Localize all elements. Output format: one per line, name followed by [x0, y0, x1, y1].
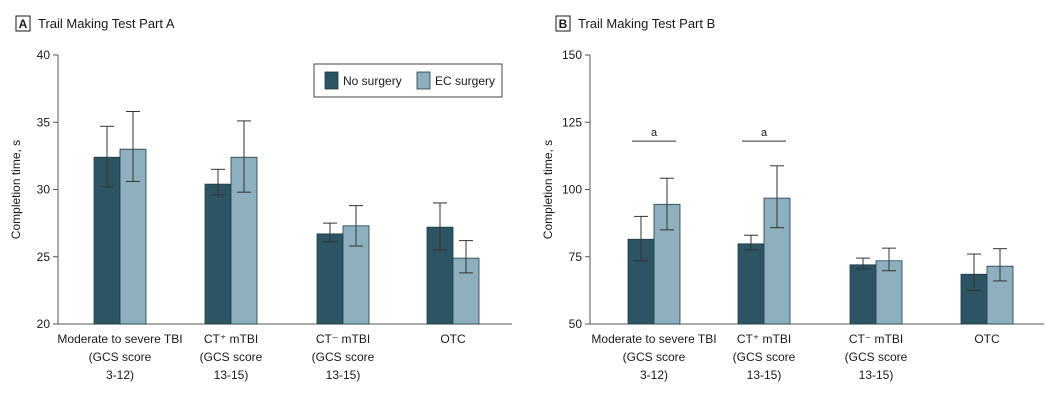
panel-b: B Trail Making Test Part B 50 75 100 125 150 Co…: [541, 15, 1044, 382]
x-category-label: 13-15): [214, 368, 249, 382]
x-category-label: (GCS score: [312, 350, 375, 364]
y-axis-title: Completion time, s: [9, 140, 23, 239]
significance-label: a: [761, 127, 768, 139]
bar-a-no-surgery-1: [204, 183, 232, 325]
y-tick-label: 75: [569, 250, 583, 264]
panel-title: Trail Making Test Part A: [38, 16, 175, 31]
x-category-label: Moderate to severe TBI: [591, 332, 716, 346]
y-tick-label: 25: [37, 250, 51, 264]
legend-swatch: [324, 71, 339, 90]
x-category-label: 13-15): [859, 368, 894, 382]
legend-label: EC surgery: [435, 74, 495, 88]
x-category-label: CT⁺ mTBI: [204, 332, 258, 346]
y-tick-label: 20: [37, 317, 51, 331]
significance-label: a: [651, 127, 658, 139]
bar-b-no-surgery-1: [737, 243, 765, 325]
x-category-label: CT⁺ mTBI: [737, 332, 791, 346]
x-category-label: (GCS score: [845, 350, 908, 364]
panel-title: Trail Making Test Part B: [578, 16, 715, 31]
y-tick-label: 100: [562, 183, 582, 197]
x-category-label: CT⁻ mTBI: [849, 332, 903, 346]
y-tick-label: 30: [37, 183, 51, 197]
panel-letter: B: [559, 17, 568, 31]
x-category-label: OTC: [440, 332, 466, 346]
x-category-label: (GCS score: [89, 350, 152, 364]
legend-label: No surgery: [343, 74, 402, 88]
y-tick-label: 35: [37, 115, 51, 129]
legend: No surgery EC surgery: [313, 63, 503, 98]
panel-letter-box: [15, 15, 31, 32]
y-tick-label: 50: [569, 317, 583, 331]
panel-letter-box: [555, 15, 571, 32]
panel-letter: A: [19, 17, 28, 31]
panel-a: A Trail Making Test Part A 20 25 30 35 40 Compl…: [9, 15, 512, 382]
x-category-label: OTC: [974, 332, 1000, 346]
y-axis-title: Completion time, s: [541, 140, 555, 239]
x-category-label: 3-12): [640, 368, 668, 382]
x-category-label: (GCS score: [733, 350, 796, 364]
y-tick-label: 125: [562, 115, 582, 129]
bar-a-no-surgery-2: [316, 233, 344, 325]
x-category-label: Moderate to severe TBI: [57, 332, 182, 346]
y-tick-label: 40: [37, 48, 51, 62]
x-category-label: CT⁻ mTBI: [316, 332, 370, 346]
x-category-label: 13-15): [747, 368, 782, 382]
legend-box: [313, 63, 503, 98]
bar-b-ec-surgery-2: [875, 260, 903, 325]
legend-swatch: [416, 71, 431, 90]
x-category-label: 3-12): [106, 368, 134, 382]
x-category-label: (GCS score: [200, 350, 263, 364]
x-category-label: 13-15): [326, 368, 361, 382]
x-category-label: (GCS score: [623, 350, 686, 364]
y-tick-label: 150: [562, 48, 582, 62]
bar-b-no-surgery-2: [849, 264, 877, 325]
